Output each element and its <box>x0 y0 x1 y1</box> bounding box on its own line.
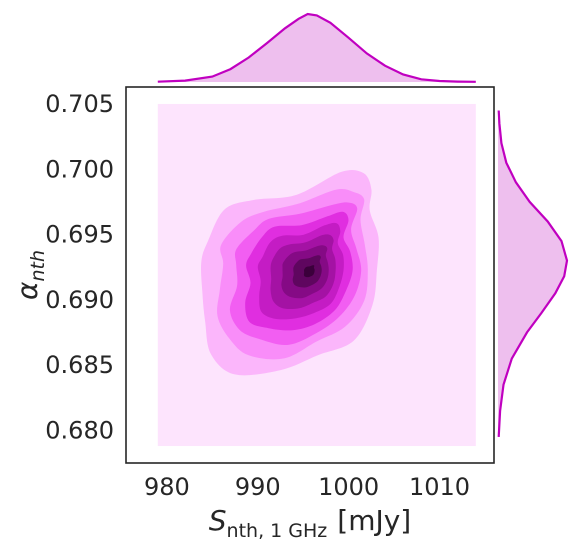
x-axis-label: Snth, 1 GHz [mJy] <box>209 504 411 542</box>
x-tick-label: 980 <box>144 473 190 501</box>
density-contour-level-9 <box>303 265 315 278</box>
joint-kde-panel <box>125 86 495 464</box>
y-tick-label: 0.705 <box>45 90 114 118</box>
x-tick-label: 990 <box>235 473 281 501</box>
marginal-y-curve <box>497 110 569 437</box>
y-tick-label: 0.680 <box>45 416 114 444</box>
marginal-y-fill <box>498 110 567 437</box>
y-tick-label: 0.700 <box>45 155 114 183</box>
x-tick-label: 1000 <box>318 473 379 501</box>
marginal-x-panel <box>157 12 476 83</box>
y-tick-label: 0.690 <box>45 286 114 314</box>
y-tick-label: 0.685 <box>45 351 114 379</box>
marginal-x-curve <box>157 12 476 83</box>
marginal-y-panel <box>497 110 569 437</box>
plot-frame <box>125 86 495 464</box>
x-tick-label: 1010 <box>409 473 470 501</box>
tick-labels: 980 990 1000 1010 0.680 0.685 0.690 0.695 0.700 0… <box>45 90 470 501</box>
y-tick-label: 0.695 <box>45 221 114 249</box>
marginal-x-fill <box>157 14 476 82</box>
y-axis-label: αnth <box>11 250 49 300</box>
